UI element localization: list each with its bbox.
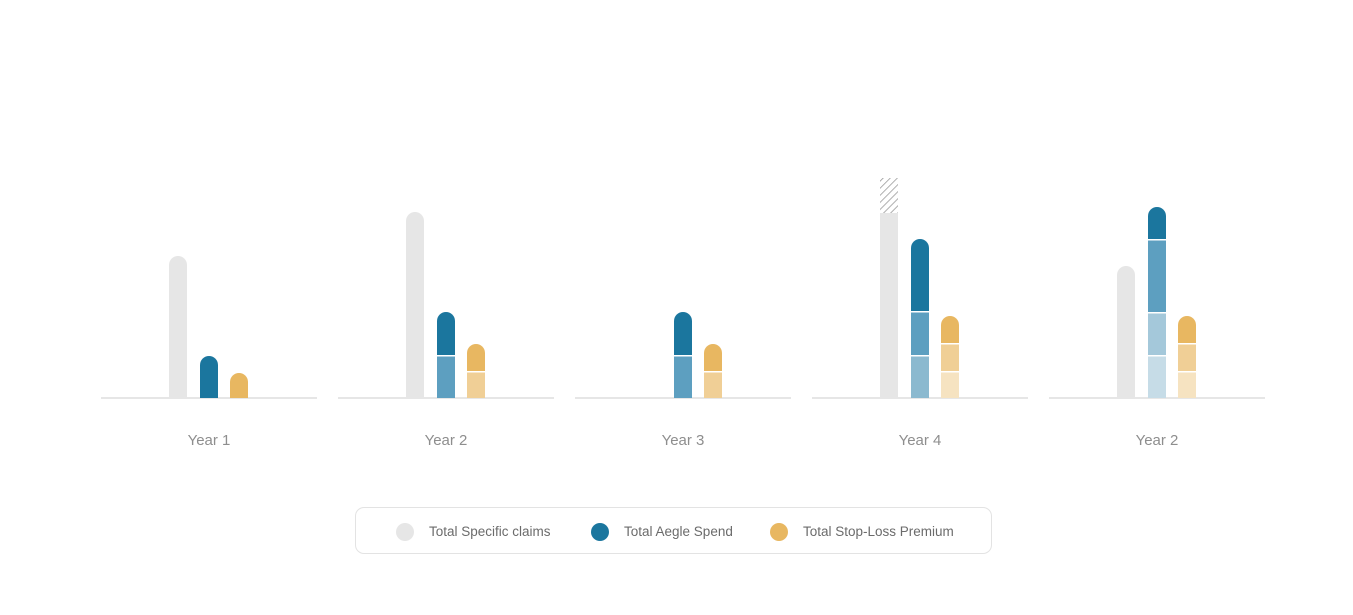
bar-total-aegle-spend-segment[interactable] <box>911 312 929 356</box>
bar-total-stop-loss-premium-segment[interactable] <box>467 344 485 371</box>
bar-total-stop-loss-premium-segment[interactable] <box>1178 372 1196 399</box>
legend-label-specific-claims: Total Specific claims <box>429 524 551 539</box>
bar-total-aegle-spend-segment[interactable] <box>911 356 929 399</box>
bar-total-stop-loss-premium-segment[interactable] <box>941 316 959 343</box>
legend-item-stop-loss-premium[interactable]: Total Stop-Loss Premium <box>770 508 954 555</box>
legend-item-specific-claims[interactable]: Total Specific claims <box>396 508 551 555</box>
legend-swatch-specific-claims <box>396 522 414 541</box>
bar-total-stop-loss-premium-segment[interactable] <box>1178 316 1196 343</box>
bar-total-stop-loss-premium-segment[interactable] <box>704 372 722 399</box>
bar-total-specific-claims[interactable] <box>1117 266 1135 398</box>
x-tick-label: Year 3 <box>662 432 705 449</box>
bar-total-aegle-spend-segment[interactable] <box>200 356 218 398</box>
chart-legend: Total Specific claims Total Aegle Spend … <box>355 507 992 554</box>
bar-total-stop-loss-premium-segment[interactable] <box>941 372 959 399</box>
bar-total-aegle-spend-segment[interactable] <box>1148 356 1166 399</box>
x-tick-label: Year 2 <box>425 432 468 449</box>
bar-total-specific-claims-hatched-portion <box>880 178 898 213</box>
x-tick-label: Year 1 <box>188 432 231 449</box>
bar-total-aegle-spend-segment[interactable] <box>674 356 692 399</box>
bar-total-aegle-spend-segment[interactable] <box>1148 240 1166 313</box>
bar-total-aegle-spend-segment[interactable] <box>437 356 455 399</box>
bar-total-aegle-spend-segment[interactable] <box>911 239 929 311</box>
bar-total-stop-loss-premium-segment[interactable] <box>467 372 485 399</box>
bar-total-stop-loss-premium-segment[interactable] <box>1178 344 1196 372</box>
bar-total-aegle-spend-segment[interactable] <box>1148 207 1166 239</box>
x-tick-label: Year 2 <box>1136 432 1179 449</box>
legend-swatch-aegle-spend <box>591 522 609 541</box>
x-tick-label: Year 4 <box>899 432 942 449</box>
bar-total-stop-loss-premium-segment[interactable] <box>941 344 959 372</box>
bar-total-specific-claims[interactable] <box>880 178 898 398</box>
bar-total-stop-loss-premium-segment[interactable] <box>704 344 722 371</box>
legend-label-aegle-spend: Total Aegle Spend <box>624 524 733 539</box>
legend-swatch-stop-loss-premium <box>770 522 788 541</box>
bar-total-aegle-spend-segment[interactable] <box>1148 313 1166 356</box>
bar-total-aegle-spend-segment[interactable] <box>437 312 455 355</box>
bar-total-specific-claims[interactable] <box>406 212 424 398</box>
bar-total-specific-claims[interactable] <box>169 256 187 398</box>
legend-label-stop-loss-premium: Total Stop-Loss Premium <box>803 524 954 539</box>
bar-total-stop-loss-premium-segment[interactable] <box>230 373 248 398</box>
legend-item-aegle-spend[interactable]: Total Aegle Spend <box>591 508 733 555</box>
bar-total-aegle-spend-segment[interactable] <box>674 312 692 355</box>
